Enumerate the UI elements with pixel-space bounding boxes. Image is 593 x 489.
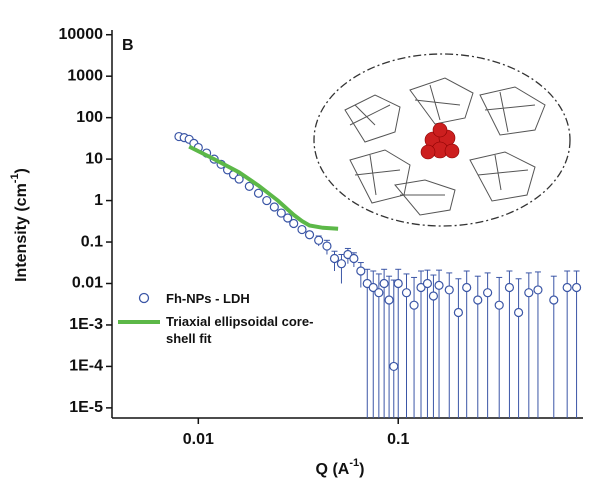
data-point — [409, 300, 419, 310]
inset-illustration — [313, 53, 571, 227]
panel-label: B — [122, 37, 134, 54]
data-point — [434, 280, 444, 290]
data-point — [329, 253, 340, 264]
y-axis-title: Intensity (cm-1) — [9, 168, 30, 282]
data-point — [494, 300, 504, 310]
x-axis-title-tail: ) — [359, 461, 364, 478]
y-tick-label: 10000 — [59, 26, 104, 43]
data-point — [297, 224, 307, 235]
data-point — [379, 278, 389, 289]
data-point — [453, 307, 464, 318]
y-tick-label: 1E-3 — [69, 316, 103, 333]
data-point — [283, 213, 293, 223]
data-point — [533, 285, 543, 295]
data-point — [322, 241, 332, 251]
inset-sheets — [344, 77, 546, 216]
data-point — [336, 259, 347, 269]
data-point — [444, 285, 454, 295]
data-point — [422, 278, 433, 289]
y-axis-title-sup: -1 — [9, 173, 21, 183]
data-point — [483, 288, 493, 298]
data-point — [253, 188, 264, 198]
y-tick-label: 1E-4 — [69, 358, 103, 375]
data-point — [401, 288, 412, 298]
data-point — [276, 208, 286, 218]
data-point — [269, 202, 279, 212]
data-point — [356, 266, 366, 276]
data-point — [462, 282, 472, 293]
legend-marker — [138, 292, 150, 304]
data-point — [549, 295, 559, 305]
data-point — [562, 282, 572, 293]
data-point — [289, 218, 299, 229]
data-point — [314, 235, 324, 245]
data-point — [349, 253, 359, 264]
data-point — [262, 195, 272, 206]
data-point — [513, 307, 524, 318]
y-tick-label: 100 — [76, 109, 103, 126]
x-tick-label: 0.01 — [183, 431, 214, 448]
data-point — [368, 282, 378, 293]
data-point — [571, 282, 582, 293]
data-point — [389, 361, 399, 372]
inset-outline — [313, 53, 571, 227]
x-tick-label: 0.1 — [387, 431, 409, 448]
data-point — [428, 291, 439, 301]
inset-particles — [420, 122, 460, 160]
data-point — [244, 181, 254, 191]
data-point — [504, 282, 515, 293]
data-point — [393, 278, 403, 289]
data-point — [473, 295, 483, 305]
legend-label: Triaxial ellipsoidal core-shell fit — [166, 314, 314, 346]
y-axis-title-text: Intensity (cm — [13, 183, 30, 282]
data-point — [384, 295, 394, 305]
data-point — [524, 288, 534, 298]
legend-label: Fh-NPs - LDH — [166, 291, 250, 306]
x-axis-title: Q (A-1) — [316, 457, 365, 478]
data-point — [234, 174, 244, 184]
fit-line — [188, 144, 339, 231]
x-axis-title-sup: -1 — [349, 457, 359, 469]
y-tick-label: 10 — [85, 150, 103, 167]
data-point — [416, 282, 426, 293]
y-tick-label: 1000 — [67, 67, 103, 84]
data-point — [304, 230, 315, 240]
y-tick-label: 0.01 — [72, 275, 103, 292]
y-tick-label: 0.1 — [81, 233, 103, 250]
y-tick-label: 1 — [94, 192, 103, 209]
x-axis-title-text: Q (A — [316, 461, 350, 478]
data-point — [374, 288, 384, 298]
data-series — [174, 131, 582, 418]
y-tick-label: 1E-5 — [69, 399, 103, 416]
y-axis-title-tail: ) — [13, 168, 30, 173]
